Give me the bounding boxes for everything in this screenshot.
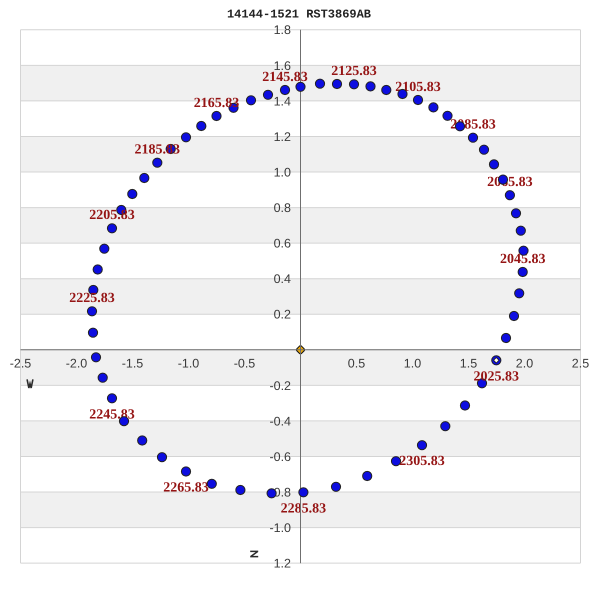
svg-text:0.5: 0.5 <box>348 357 365 371</box>
svg-text:1.4: 1.4 <box>274 94 291 108</box>
svg-text:2025.83: 2025.83 <box>474 369 520 384</box>
svg-text:-0.6: -0.6 <box>269 450 291 464</box>
svg-text:2145.83: 2145.83 <box>262 70 308 85</box>
svg-text:0.2: 0.2 <box>274 308 291 322</box>
svg-text:1.0: 1.0 <box>274 165 291 179</box>
svg-text:14144-1521 RST3869AB: 14144-1521 RST3869AB <box>227 8 371 22</box>
svg-text:-0.2: -0.2 <box>269 379 291 393</box>
svg-text:2205.83: 2205.83 <box>89 208 135 223</box>
svg-text:1.6: 1.6 <box>274 59 291 73</box>
svg-text:2305.83: 2305.83 <box>399 454 445 469</box>
svg-text:2.0: 2.0 <box>516 357 533 371</box>
svg-text:2065.83: 2065.83 <box>487 175 533 190</box>
svg-text:-2.0: -2.0 <box>66 357 88 371</box>
svg-text:1.2: 1.2 <box>274 130 291 144</box>
svg-text:-0.4: -0.4 <box>269 414 291 428</box>
svg-text:-1.0: -1.0 <box>178 357 200 371</box>
svg-text:1.2: 1.2 <box>274 557 291 571</box>
svg-text:2165.83: 2165.83 <box>194 96 240 111</box>
svg-text:0.8: 0.8 <box>274 201 291 215</box>
svg-text:0.6: 0.6 <box>274 237 291 251</box>
svg-text:1.5: 1.5 <box>460 357 477 371</box>
svg-text:2.5: 2.5 <box>572 357 589 371</box>
svg-text:-1.0: -1.0 <box>269 521 291 535</box>
svg-text:2265.83: 2265.83 <box>163 481 209 496</box>
svg-text:2285.83: 2285.83 <box>281 501 327 516</box>
svg-text:-1.5: -1.5 <box>122 357 144 371</box>
svg-text:1.8: 1.8 <box>274 23 291 37</box>
svg-text:0.4: 0.4 <box>274 272 291 286</box>
svg-text:2045.83: 2045.83 <box>500 252 546 267</box>
svg-text:2125.83: 2125.83 <box>331 64 377 79</box>
svg-text:2225.83: 2225.83 <box>69 291 115 306</box>
svg-text:-2.5: -2.5 <box>10 357 32 371</box>
svg-text:-0.5: -0.5 <box>234 357 256 371</box>
svg-text:1.0: 1.0 <box>404 357 421 371</box>
svg-text:2185.83: 2185.83 <box>135 143 181 158</box>
